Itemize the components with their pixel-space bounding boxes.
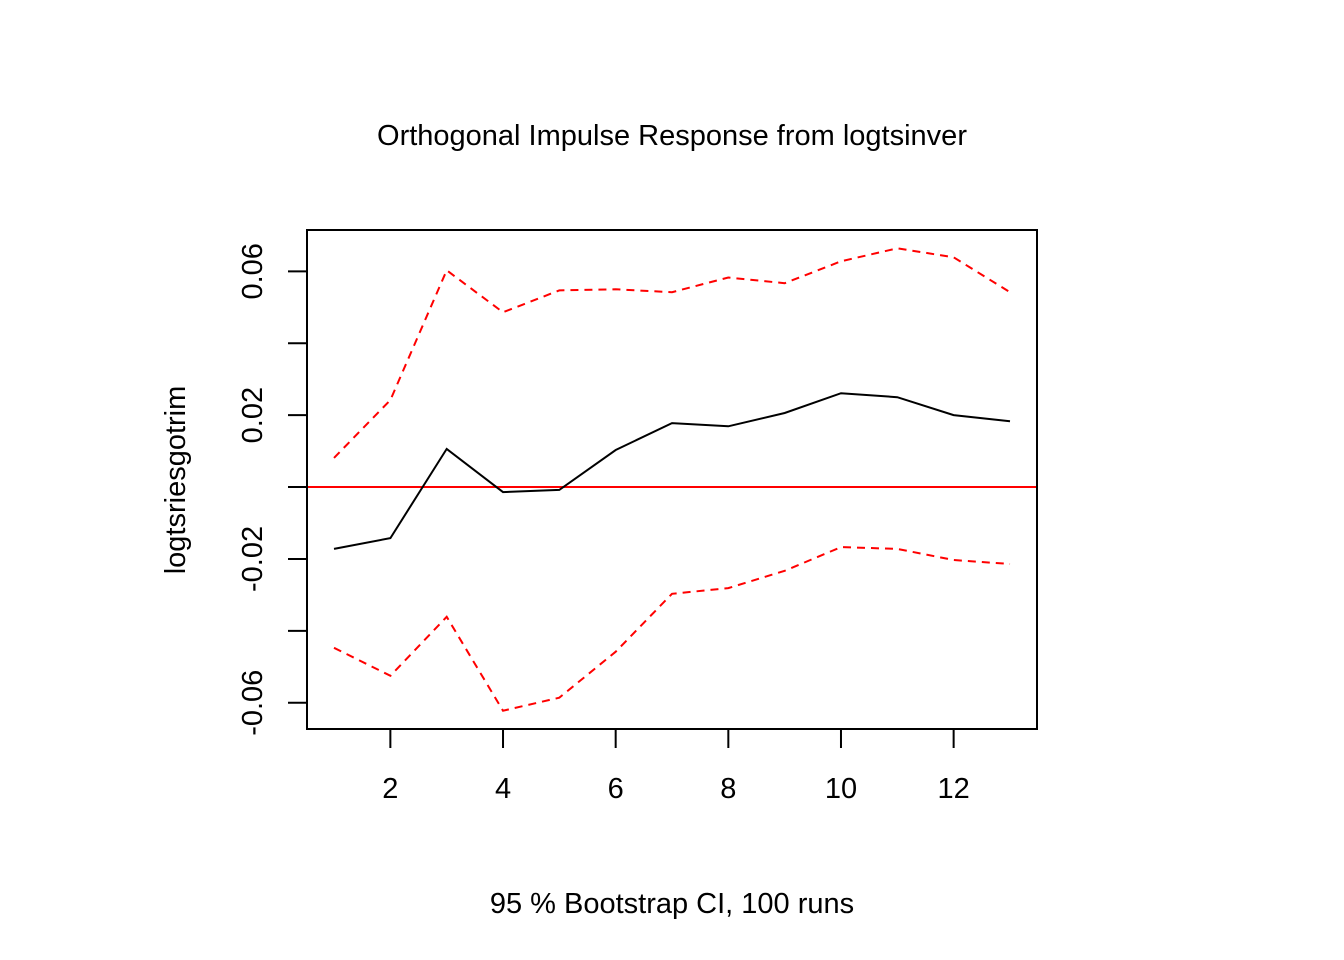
plot-frame — [306, 229, 1038, 730]
x-tick-label: 4 — [495, 773, 511, 805]
x-tick-label: 6 — [608, 773, 624, 805]
series-line-lower — [333, 546, 1011, 712]
chart-title: Orthogonal Impulse Response from logtsin… — [377, 120, 967, 152]
x-tick-label: 12 — [938, 773, 970, 805]
y-axis-label: logtsriesgotrim — [160, 386, 192, 575]
series-line-logtsriesgotrim — [333, 392, 1011, 550]
y-tick-label: -0.02 — [237, 526, 269, 592]
x-tick-label: 8 — [720, 773, 736, 805]
x-tick-label: 10 — [825, 773, 857, 805]
x-tick-label: 2 — [382, 773, 398, 805]
y-tick-label: 0.06 — [237, 243, 269, 299]
y-tick-label: 0.02 — [237, 387, 269, 443]
y-tick-label: -0.06 — [237, 670, 269, 736]
series-line-upper — [333, 247, 1011, 459]
x-axis-label: 95 % Bootstrap CI, 100 runs — [490, 888, 854, 920]
